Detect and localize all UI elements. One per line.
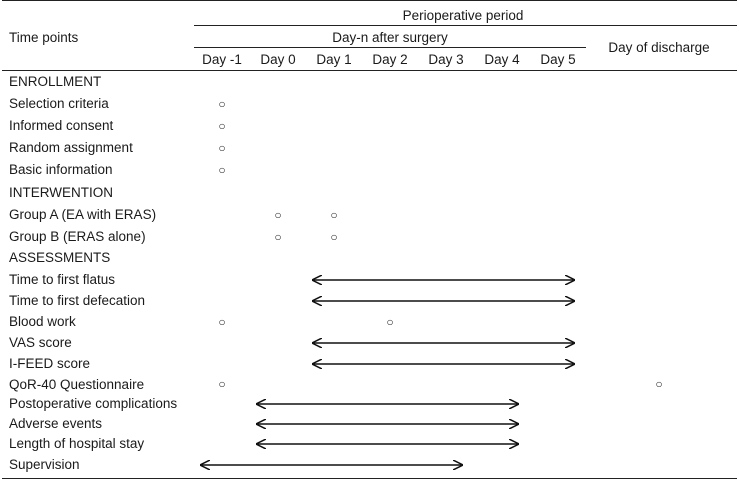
marker-blood-work-day-minus1: ○	[218, 315, 226, 329]
day-header-0: Day 0	[260, 52, 296, 67]
time-points-header: Time points	[9, 30, 79, 45]
marker-basic-information-day-minus1: ○	[218, 163, 226, 177]
section-label-assessments: ASSESSMENTS	[9, 250, 111, 265]
row-label-group-a: Group A (EA with ERAS)	[9, 207, 157, 222]
day-of-discharge-header: Day of discharge	[608, 40, 710, 55]
row-label-informed-consent: Informed consent	[9, 118, 114, 133]
row-label-length-of-hospital-stay: Length of hospital stay	[9, 436, 145, 451]
top-rule	[2, 0, 737, 1]
day-n-after-surgery-header: Day-n after surgery	[332, 30, 448, 45]
day-header-2: Day 2	[372, 52, 408, 67]
day-header-minus1: Day -1	[202, 52, 242, 67]
marker-qor-40-day-minus1: ○	[218, 377, 226, 391]
row-label-postoperative-complications: Postoperative complications	[9, 396, 178, 411]
row-label-random-assignment: Random assignment	[9, 140, 133, 155]
marker-random-assignment-day-minus1: ○	[218, 141, 226, 155]
header-bottom-rule	[2, 70, 737, 71]
row-label-adverse-events: Adverse events	[9, 416, 103, 431]
row-label-i-feed-score: I-FEED score	[9, 356, 91, 371]
row-label-blood-work: Blood work	[9, 314, 76, 329]
marker-group-a-day-0: ○	[274, 208, 282, 222]
row-label-vas-score: VAS score	[9, 335, 72, 350]
row-label-basic-information: Basic information	[9, 162, 113, 177]
row-label-time-to-first-flatus: Time to first flatus	[9, 272, 116, 287]
marker-blood-work-day-2: ○	[386, 315, 394, 329]
day-header-3: Day 3	[428, 52, 464, 67]
marker-group-b-day-1: ○	[330, 230, 338, 244]
row-label-qor-40-questionnaire: QoR-40 Questionnaire	[9, 377, 145, 392]
day-header-1: Day 1	[316, 52, 352, 67]
marker-qor-40-day-of-discharge: ○	[655, 377, 663, 391]
dayn-rule	[194, 47, 586, 48]
marker-selection-criteria-day-minus1: ○	[218, 97, 226, 111]
day-header-4: Day 4	[484, 52, 520, 67]
marker-group-b-day-0: ○	[274, 230, 282, 244]
section-label-intervention: INTERWENTION	[9, 185, 113, 200]
perioperative-rule	[194, 25, 737, 26]
marker-informed-consent-day-minus1: ○	[218, 119, 226, 133]
row-label-selection-criteria: Selection criteria	[9, 96, 109, 111]
marker-group-a-day-1: ○	[330, 208, 338, 222]
bottom-rule	[2, 478, 737, 479]
day-header-5: Day 5	[540, 52, 576, 67]
row-label-group-b: Group B (ERAS alone)	[9, 229, 146, 244]
row-label-supervision: Supervision	[9, 457, 80, 472]
section-label-enrollment: ENROLLMENT	[9, 74, 102, 89]
row-label-time-to-first-defecation: Time to first defecation	[9, 293, 146, 308]
perioperative-period-header: Perioperative period	[402, 8, 524, 23]
